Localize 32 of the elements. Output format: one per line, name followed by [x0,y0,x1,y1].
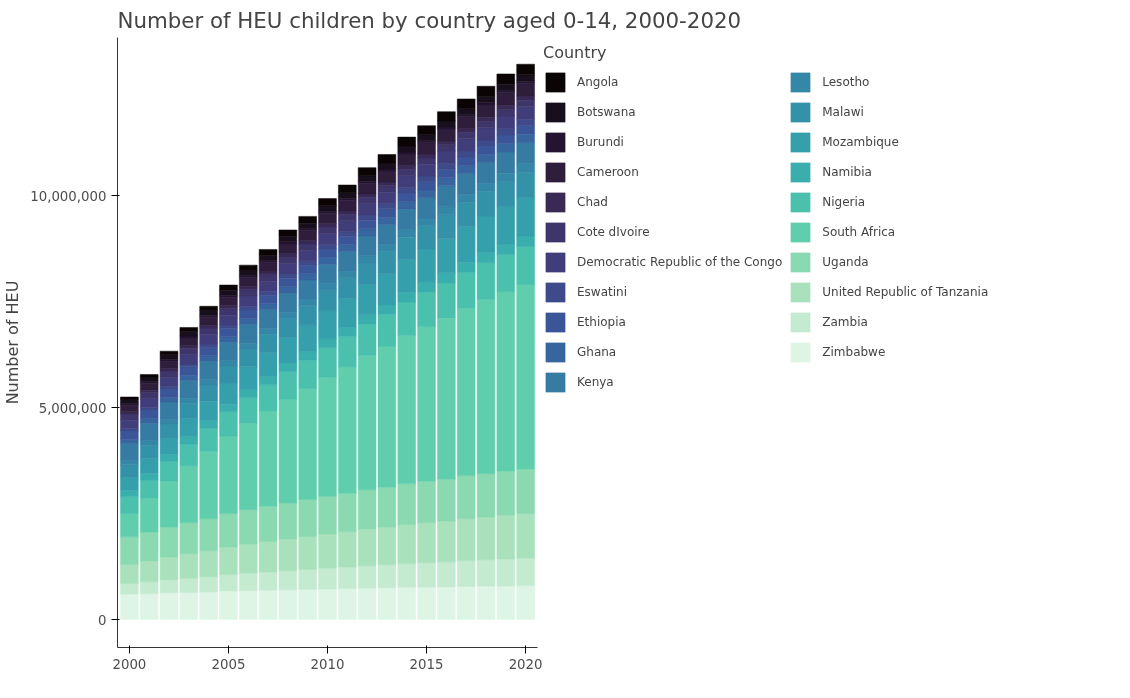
legend-label: Eswatini [577,285,627,299]
legend-label: Nigeria [822,195,866,209]
x-tick-label: 2005 [211,656,246,672]
legend-label: Mozambique [822,135,899,149]
x-tick-label: 2020 [508,656,543,672]
legend-label: Chad [577,195,608,209]
legend-label: Botswana [577,105,636,119]
legend-label: Democratic Republic of the Congo [577,255,783,269]
legend-label: Lesotho [822,75,870,89]
legend-label: Cote dIvoire [577,225,650,239]
legend-title: Country [543,43,608,62]
legend-label: Kenya [577,375,614,389]
x-tick-label: 2000 [112,656,147,672]
legend-label: Namibia [822,165,872,179]
legend-label: Uganda [822,255,869,269]
legend-label: Angola [577,75,619,89]
y-tick-label: 10,000,000 [30,188,107,204]
legend-label: Zimbabwe [822,345,886,359]
y-axis-title: Number of HEU [3,280,23,405]
legend-label: South Africa [822,225,896,239]
y-tick-label: 5,000,000 [38,400,107,416]
legend-label: Malawi [822,105,864,119]
y-tick-label: 0 [98,612,107,628]
legend-label: Zambia [822,315,868,329]
legend-label: Ghana [577,345,617,359]
legend-label: Cameroon [577,165,639,179]
x-tick-label: 2010 [310,656,345,672]
legend-label: Ethiopia [577,315,626,329]
chart-title: Number of HEU children by country aged 0-14, 2000-2020 [117,7,742,33]
x-tick-label: 2015 [409,656,444,672]
legend-label: Burundi [577,135,624,149]
legend-label: United Republic of Tanzania [822,285,989,299]
